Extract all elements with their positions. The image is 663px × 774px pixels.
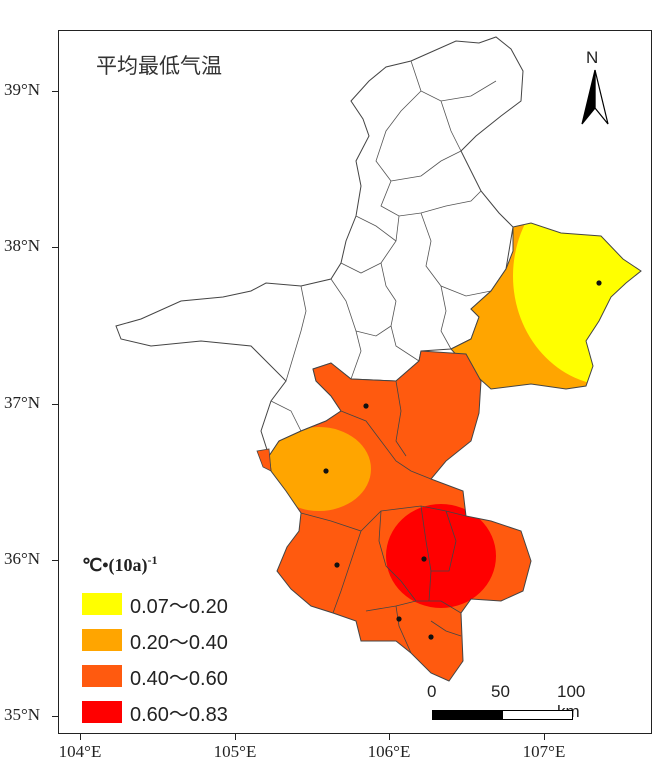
- legend-label: 0.07～0.20: [130, 595, 228, 618]
- legend-item: 0.40～0.60: [82, 658, 228, 694]
- legend-label: 0.40～0.60: [130, 667, 228, 690]
- lon-tick: [389, 734, 390, 740]
- lat-tick: [52, 404, 59, 405]
- lon-label-106: 106°E: [367, 742, 411, 761]
- station-dot: [428, 634, 434, 640]
- scale-label-50: 50: [491, 682, 510, 701]
- legend-label: 0.60～0.83: [130, 703, 228, 726]
- scale-label-0: 0: [427, 682, 437, 701]
- scale-bar: 0 50 100 km: [427, 682, 585, 722]
- north-arrow-icon: [581, 69, 609, 125]
- scale-segment-black: [432, 710, 502, 720]
- legend-label: 0.20～0.40: [130, 631, 228, 654]
- county-borders-north: [270, 60, 497, 432]
- lat-label-36: 36°N: [4, 549, 41, 568]
- lat-tick: [52, 716, 59, 717]
- station-dot: [334, 562, 340, 568]
- station-dot: [363, 403, 369, 409]
- legend-title-unit: ℃•(10a): [82, 555, 148, 575]
- station-dot: [596, 280, 602, 286]
- legend-swatch-red: [82, 701, 122, 723]
- lon-tick: [80, 734, 81, 740]
- legend-item: 0.60～0.83: [82, 694, 228, 730]
- lat-label-38: 38°N: [4, 236, 41, 255]
- legend-title-exponent: -1: [147, 553, 158, 567]
- legend-title: ℃•(10a)-1: [82, 553, 228, 576]
- legend-item: 0.20～0.40: [82, 622, 228, 658]
- legend-item: 0.07～0.20: [82, 586, 228, 622]
- lon-tick: [235, 734, 236, 740]
- lon-label-104: 104°E: [58, 742, 102, 761]
- station-dot: [396, 616, 402, 622]
- lat-label-35: 35°N: [4, 705, 41, 724]
- lon-tick: [544, 734, 545, 740]
- lat-label-39: 39°N: [4, 80, 41, 99]
- station-points: [323, 280, 602, 640]
- lat-tick: [52, 247, 59, 248]
- map-frame: [58, 30, 652, 734]
- north-label: N: [586, 48, 599, 67]
- legend-swatch-dark-orange: [82, 665, 122, 687]
- lat-tick: [52, 560, 59, 561]
- lon-label-107: 107°E: [522, 742, 566, 761]
- legend: ℃•(10a)-1 0.07～0.20 0.20～0.40 0.40～0.60 …: [82, 553, 228, 730]
- legend-swatch-orange: [82, 629, 122, 651]
- county-borders-south: [300, 380, 467, 654]
- legend-swatch-yellow: [82, 593, 122, 615]
- station-dot: [323, 468, 329, 474]
- station-dot: [421, 556, 427, 562]
- map-canvas: [115, 36, 642, 682]
- lon-label-105: 105°E: [213, 742, 257, 761]
- lat-label-37: 37°N: [4, 393, 41, 412]
- lat-tick: [52, 91, 59, 92]
- scale-segment-white: [502, 710, 573, 720]
- map-title: 平均最低气温: [96, 54, 222, 78]
